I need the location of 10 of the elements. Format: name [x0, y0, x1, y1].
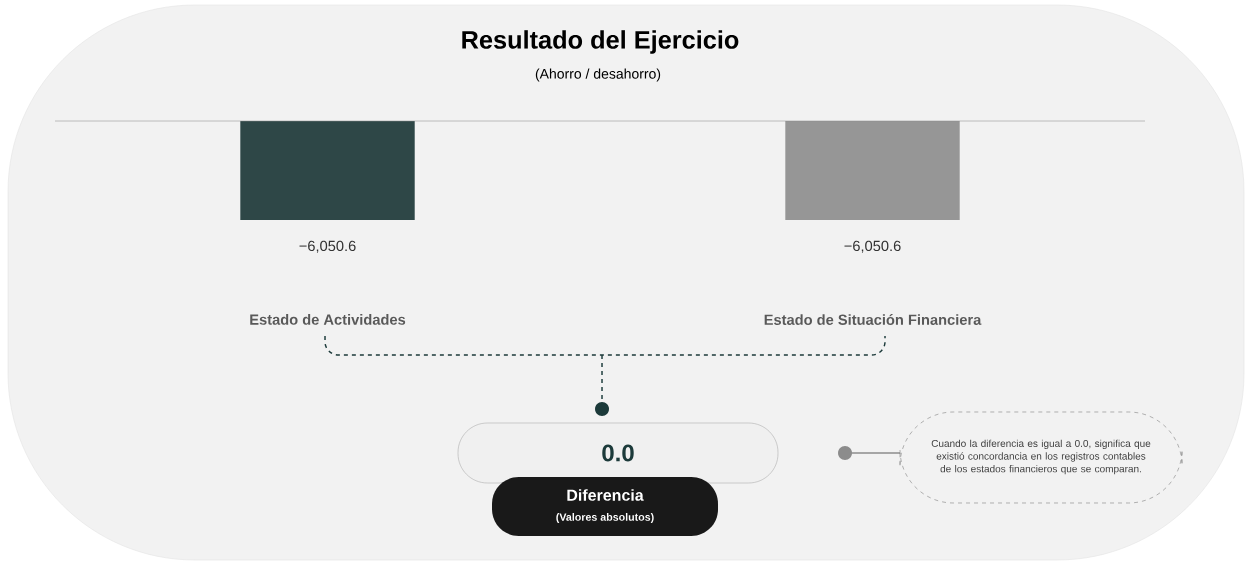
data-label: −6,050.6	[299, 240, 356, 253]
text: (Valores absolutos)	[556, 513, 654, 523]
data-label: −6,050.6	[844, 240, 901, 253]
chart-subtitle: (Ahorro / desahorro)	[535, 68, 661, 82]
text: Cuando la diferencia es igual a 0.0, significa que existió concordancia en los registros contables de los estados financieros que se comparan.	[931, 439, 1151, 475]
text: 0.0	[602, 444, 634, 462]
x-tick-label: Estado de Actividades	[250, 314, 406, 325]
text: Diferencia	[567, 489, 644, 501]
chart-title: Resultado del Ejercicio	[462, 30, 739, 54]
x-tick-label: Estado de Situación Financiera	[764, 314, 982, 325]
